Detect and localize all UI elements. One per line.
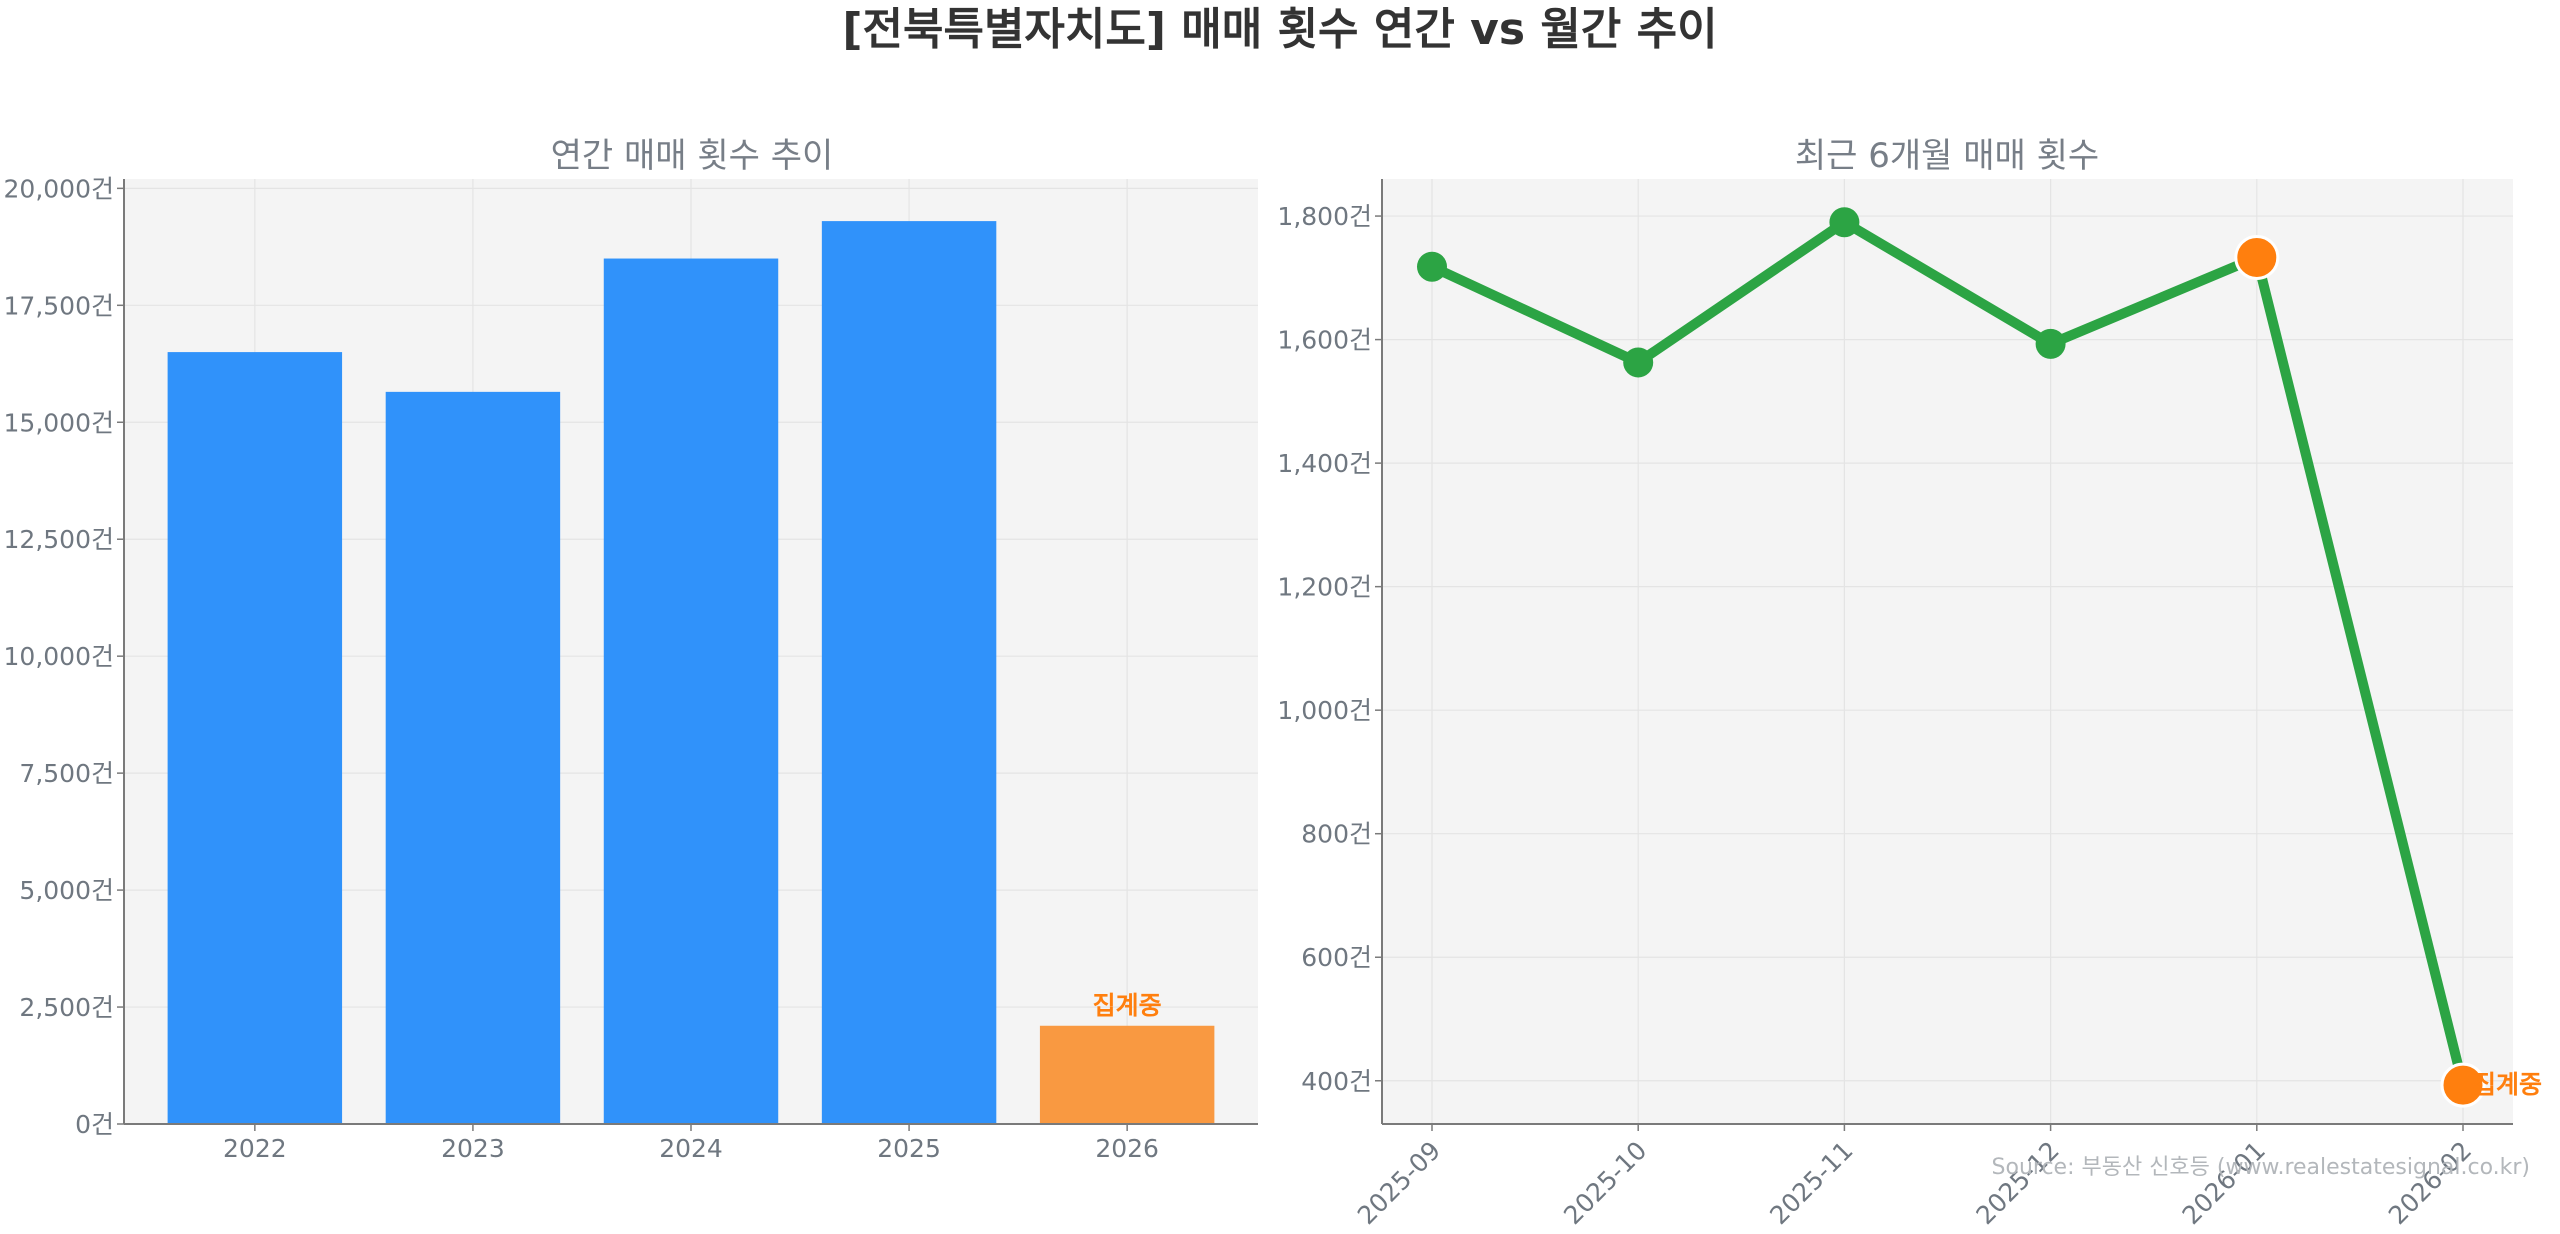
monthly-point <box>2035 328 2066 359</box>
monthly-x-tick-label: 2025-12 <box>1970 1136 2064 1230</box>
monthly-y-tick-label: 1,000건 <box>1277 696 1372 725</box>
annual-bar <box>385 391 561 1125</box>
annual-bar <box>821 221 997 1125</box>
monthly-y-tick-label: 400건 <box>1301 1067 1372 1096</box>
monthly-y-tick-label: 1,200건 <box>1277 573 1372 602</box>
monthly-y-tick-labels: 400건 600건 800건 1,000건 1,200건 1,400건 1,600건 1,80… <box>1277 202 1382 1096</box>
monthly-gridlines <box>1382 179 2513 1124</box>
monthly-y-tick-label: 800건 <box>1301 820 1372 849</box>
monthly-x-tick-label: 2026-02 <box>2383 1136 2477 1230</box>
annual-x-tick-label: 2024 <box>659 1134 723 1163</box>
monthly-point <box>1829 207 1860 238</box>
annual-x-tick-label: 2026 <box>1095 1134 1159 1163</box>
annual-y-tick-label: 10,000건 <box>4 642 114 671</box>
monthly-x-tick-label: 2025-09 <box>1352 1136 1446 1230</box>
annual-y-tick-label: 0건 <box>75 1110 114 1139</box>
annual-x-tick-label: 2022 <box>223 1134 287 1163</box>
monthly-y-tick-label: 600건 <box>1301 943 1372 972</box>
monthly-x-tick-label: 2026-01 <box>2177 1136 2271 1230</box>
monthly-partial-label: 집계중 <box>2473 1070 2542 1099</box>
annual-y-tick-label: 20,000건 <box>4 174 114 203</box>
annual-y-tick-label: 15,000건 <box>4 408 114 437</box>
annual-y-tick-label: 5,000건 <box>19 876 114 905</box>
annual-y-tick-labels: 0건 2,500건 5,000건 7,500건 10,000건 12,500건 15,000… <box>4 174 124 1139</box>
monthly-point-highlight <box>2440 1062 2486 1108</box>
monthly-chart-title: 최근 6개월 매매 횟수 <box>1795 136 2099 176</box>
annual-x-tick-labels: 2022 2023 2024 2025 2026 <box>223 1124 1159 1163</box>
figure-title: [전북특별자치도] 매매 횟수 연간 vs 월간 추이 <box>842 4 1717 55</box>
annual-bar-partial <box>1039 1025 1215 1124</box>
monthly-series <box>1417 207 2486 1108</box>
annual-chart-title: 연간 매매 횟수 추이 <box>551 136 834 176</box>
monthly-y-tick-label: 1,600건 <box>1277 326 1372 355</box>
annual-y-tick-label: 2,500건 <box>19 993 114 1022</box>
monthly-chart: 최근 6개월 매매 횟수 400건 600건 800건 1,000건 1,200건 1,4… <box>1277 136 2542 1230</box>
annual-y-tick-label: 12,500건 <box>4 525 114 554</box>
annual-y-tick-label: 7,500건 <box>19 759 114 788</box>
monthly-series-line <box>1427 217 2468 1091</box>
annual-partial-label: 집계중 <box>1093 991 1162 1020</box>
monthly-x-tick-label: 2025-11 <box>1764 1136 1858 1230</box>
source-note: Source: 부동산 신호등 (www.realestatesignal.co… <box>1992 1155 2530 1180</box>
annual-x-tick-label: 2025 <box>877 1134 941 1163</box>
monthly-point <box>1417 251 1447 282</box>
monthly-x-tick-label: 2025-10 <box>1558 1136 1652 1230</box>
annual-chart: 연간 매매 횟수 추이 0건 2,500건 5,000건 7,500건 10,000건 1… <box>4 136 1258 1163</box>
monthly-y-tick-label: 1,800건 <box>1277 202 1372 231</box>
monthly-point-highlight <box>2234 234 2280 280</box>
annual-y-tick-label: 17,500건 <box>4 291 114 320</box>
annual-bar <box>167 352 343 1124</box>
monthly-y-tick-label: 1,400건 <box>1277 449 1372 478</box>
annual-bars <box>167 221 1215 1125</box>
annual-x-tick-label: 2023 <box>441 1134 505 1163</box>
monthly-point <box>1623 347 1654 378</box>
annual-bar <box>603 258 779 1125</box>
